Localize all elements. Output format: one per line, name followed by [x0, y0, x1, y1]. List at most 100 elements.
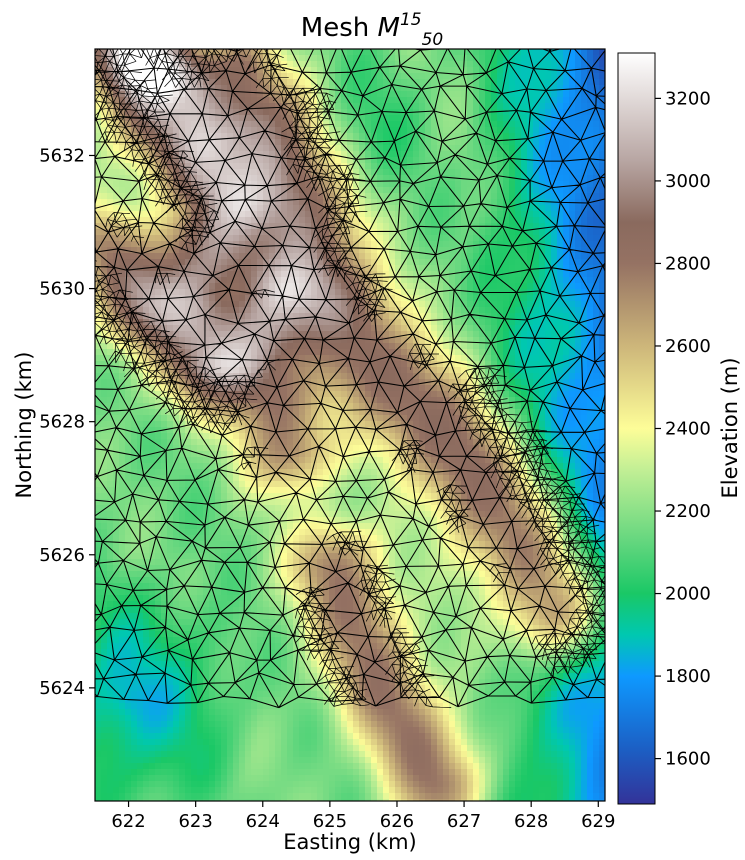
elevation-cell — [587, 295, 594, 302]
elevation-cell — [245, 49, 252, 56]
elevation-cell — [389, 307, 396, 314]
elevation-cell — [467, 199, 474, 206]
elevation-cell — [257, 91, 264, 98]
elevation-cell — [287, 343, 294, 350]
elevation-cell — [245, 277, 252, 284]
elevation-cell — [107, 229, 114, 236]
elevation-cell — [137, 367, 144, 374]
elevation-cell — [119, 283, 126, 290]
elevation-cell — [335, 109, 342, 116]
elevation-cell — [311, 253, 318, 260]
elevation-cell — [173, 373, 180, 380]
elevation-cell — [407, 157, 414, 164]
elevation-cell — [371, 361, 378, 368]
elevation-cell — [593, 157, 600, 164]
elevation-cell — [569, 307, 576, 314]
elevation-cell — [539, 355, 546, 362]
elevation-cell — [227, 199, 234, 206]
elevation-cell — [569, 391, 576, 398]
elevation-cell — [485, 349, 492, 356]
elevation-cell — [149, 145, 156, 152]
elevation-cell — [203, 319, 210, 326]
elevation-cell — [455, 145, 462, 152]
elevation-cell — [143, 235, 150, 242]
elevation-cell — [149, 379, 156, 386]
elevation-cell — [371, 163, 378, 170]
elevation-cell — [335, 145, 342, 152]
elevation-cell — [425, 229, 432, 236]
elevation-cell — [257, 331, 264, 338]
elevation-cell — [539, 211, 546, 218]
elevation-cell — [233, 265, 240, 272]
elevation-cell — [293, 259, 300, 266]
elevation-cell — [137, 151, 144, 158]
elevation-cell — [407, 367, 414, 374]
elevation-cell — [215, 349, 222, 356]
elevation-cell — [401, 343, 408, 350]
elevation-cell — [557, 307, 564, 314]
elevation-cell — [155, 337, 162, 344]
elevation-cell — [539, 91, 546, 98]
elevation-cell — [143, 307, 150, 314]
elevation-cell — [239, 55, 246, 62]
elevation-cell — [335, 133, 342, 140]
elevation-cell — [173, 127, 180, 134]
elevation-cell — [551, 337, 558, 344]
elevation-cell — [491, 361, 498, 368]
elevation-cell — [395, 271, 402, 278]
elevation-cell — [329, 235, 336, 242]
elevation-cell — [599, 355, 605, 362]
elevation-cell — [293, 361, 300, 368]
elevation-cell — [527, 133, 534, 140]
elevation-cell — [527, 373, 534, 380]
elevation-cell — [467, 295, 474, 302]
elevation-cell — [215, 397, 222, 404]
elevation-cell — [113, 325, 120, 332]
elevation-cell — [179, 73, 186, 80]
elevation-cell — [527, 163, 534, 170]
elevation-cell — [329, 247, 336, 254]
elevation-cell — [443, 133, 450, 140]
elevation-cell — [413, 319, 420, 326]
elevation-cell — [107, 151, 114, 158]
elevation-cell — [401, 181, 408, 188]
elevation-cell — [473, 193, 480, 200]
elevation-cell — [443, 391, 450, 398]
elevation-cell — [281, 229, 288, 236]
elevation-cell — [401, 331, 408, 338]
elevation-cell — [551, 139, 558, 146]
elevation-cell — [587, 391, 594, 398]
elevation-cell — [293, 253, 300, 260]
elevation-cell — [473, 163, 480, 170]
elevation-cell — [509, 121, 516, 128]
elevation-cell — [251, 205, 258, 212]
elevation-cell — [221, 259, 228, 266]
elevation-cell — [311, 73, 318, 80]
elevation-cell — [521, 301, 528, 308]
elevation-cell — [569, 355, 576, 362]
elevation-cell — [431, 271, 438, 278]
elevation-cell — [413, 241, 420, 248]
elevation-cell — [239, 121, 246, 128]
elevation-cell — [329, 265, 336, 272]
elevation-cell — [539, 175, 546, 182]
elevation-cell — [503, 61, 510, 68]
elevation-cell — [539, 253, 546, 260]
elevation-cell — [263, 331, 270, 338]
elevation-cell — [323, 223, 330, 230]
elevation-cell — [221, 151, 228, 158]
elevation-cell — [341, 85, 348, 92]
elevation-cell — [371, 241, 378, 248]
elevation-cell — [287, 247, 294, 254]
elevation-cell — [383, 145, 390, 152]
elevation-cell — [329, 283, 336, 290]
elevation-cell — [359, 253, 366, 260]
elevation-cell — [209, 253, 216, 260]
elevation-cell — [317, 295, 324, 302]
elevation-cell — [137, 373, 144, 380]
elevation-cell — [389, 121, 396, 128]
elevation-cell — [197, 349, 204, 356]
elevation-cell — [221, 319, 228, 326]
elevation-cell — [539, 97, 546, 104]
elevation-cell — [161, 193, 168, 200]
